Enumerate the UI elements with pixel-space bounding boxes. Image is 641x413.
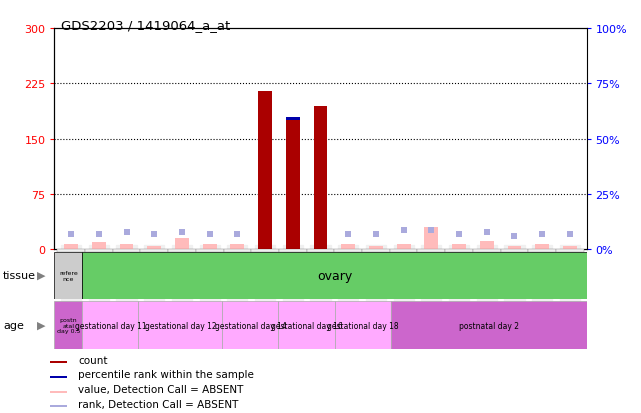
Text: rank, Detection Call = ABSENT: rank, Detection Call = ABSENT [78,399,238,409]
Bar [120,244,133,250]
Text: ▶: ▶ [37,271,46,280]
Text: gestational day 11: gestational day 11 [74,321,146,330]
Bar [278,301,335,349]
Bar [231,244,244,250]
Bar [535,244,549,250]
Bar [258,122,272,250]
Bar [306,250,335,252]
Bar [54,252,83,299]
Text: gestational day 16: gestational day 16 [271,321,342,330]
Bar [258,92,272,250]
Bar [480,241,494,250]
Bar [390,301,587,349]
Bar [563,246,577,250]
Bar [445,250,473,252]
Text: GDS2203 / 1419064_a_at: GDS2203 / 1419064_a_at [61,19,230,31]
Bar [83,301,138,349]
Bar [452,244,466,250]
Bar [64,244,78,250]
Bar [286,117,300,250]
Text: count: count [78,355,108,365]
Text: gestational day 18: gestational day 18 [327,321,398,330]
Bar [417,250,445,252]
Bar [390,250,417,252]
Bar [424,228,438,250]
Bar [528,250,556,252]
Bar [397,244,410,250]
Text: ovary: ovary [317,269,352,282]
Bar [203,245,217,250]
Bar [92,242,106,250]
Bar [85,250,113,252]
Bar [147,246,161,250]
Bar [313,117,328,250]
Bar [222,301,278,349]
Bar [362,250,390,252]
Bar [341,244,355,250]
Bar [508,246,521,250]
Text: gestational day 12: gestational day 12 [145,321,216,330]
Bar [556,250,584,252]
Bar [50,361,67,363]
Bar [279,250,306,252]
Bar [138,301,222,349]
Text: ▶: ▶ [37,320,46,330]
Text: age: age [3,320,24,330]
Text: tissue: tissue [3,271,36,280]
Bar [251,250,279,252]
Bar [50,405,67,408]
Bar [168,250,196,252]
Bar [50,376,67,378]
Text: percentile rank within the sample: percentile rank within the sample [78,370,254,380]
Bar [175,239,189,250]
Text: refere
nce: refere nce [59,270,78,281]
Bar [54,301,83,349]
Bar [113,250,140,252]
Bar [313,106,328,250]
Text: postn
atal
day 0.5: postn atal day 0.5 [57,317,80,334]
Bar [369,246,383,250]
Bar [196,250,224,252]
Bar [50,391,67,393]
Bar [335,301,390,349]
Bar [286,121,300,250]
Bar [224,250,251,252]
Bar [501,250,528,252]
Bar [473,250,501,252]
Text: value, Detection Call = ABSENT: value, Detection Call = ABSENT [78,384,244,394]
Bar [57,250,85,252]
Bar [140,250,168,252]
Text: gestational day 14: gestational day 14 [215,321,287,330]
Text: postnatal day 2: postnatal day 2 [458,321,519,330]
Bar [335,250,362,252]
